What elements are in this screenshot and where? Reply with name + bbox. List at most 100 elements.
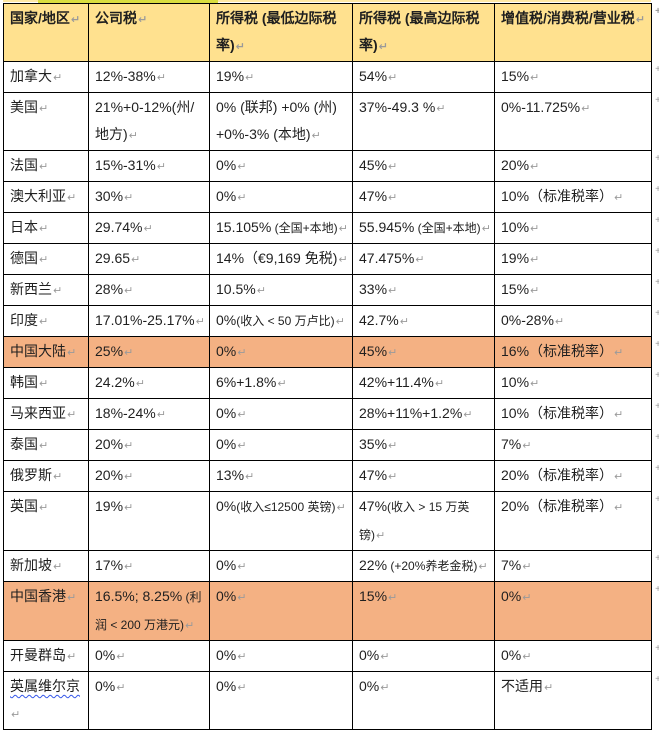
cell-corp-tax[interactable]: 17%↵ xyxy=(88,550,210,582)
cell-corp-tax[interactable]: 25%↵ xyxy=(88,336,210,368)
cell-corp-tax[interactable]: 30%↵ xyxy=(88,181,210,213)
cell-country[interactable]: 新西兰↵ xyxy=(3,274,89,306)
cell-country[interactable]: 开曼群岛↵ xyxy=(3,640,89,672)
cell-country[interactable]: 印度↵ xyxy=(3,305,89,337)
cell-income-max[interactable]: 54%↵ xyxy=(352,61,495,93)
cell-country[interactable]: 德国↵ xyxy=(3,243,89,275)
cell-income-min[interactable]: 15.105% (全国+本地)↵ xyxy=(209,212,353,244)
cell-vat[interactable]: 7%↵ + xyxy=(494,550,659,582)
cell-vat[interactable]: 10%（标准税率）↵ + xyxy=(494,181,659,213)
column-header-income-min[interactable]: 所得税 (最低边际税率)↵ xyxy=(209,3,353,62)
cell-income-min[interactable]: 0%↵ xyxy=(209,429,353,461)
cell-vat[interactable]: 0%↵ + xyxy=(494,640,659,672)
cell-corp-tax[interactable]: 28%↵ xyxy=(88,274,210,306)
cell-income-min[interactable]: 0%(收入 < 50 万卢比)↵ xyxy=(209,305,353,337)
cell-vat[interactable]: 15%↵ + xyxy=(494,274,659,306)
end-of-row-marker-icon: + xyxy=(655,674,659,685)
cell-income-max[interactable]: 47%↵ xyxy=(352,460,495,492)
cell-country[interactable]: 中国大陆↵ xyxy=(3,336,89,368)
cell-income-min[interactable]: 0%↵ xyxy=(209,398,353,430)
cell-income-max[interactable]: 42%+11.4%↵ xyxy=(352,367,495,399)
cell-corp-tax[interactable]: 15%-31%↵ xyxy=(88,150,210,182)
cell-income-min[interactable]: 0%↵ xyxy=(209,150,353,182)
cell-corp-tax[interactable]: 21%+0-12%(州/地方)↵ xyxy=(88,92,210,151)
cell-income-max[interactable]: 42.7%↵ xyxy=(352,305,495,337)
cell-income-min[interactable]: 0%↵ xyxy=(209,181,353,213)
cell-vat[interactable]: 0%-11.725%↵ + xyxy=(494,92,659,151)
cell-corp-tax[interactable]: 17.01%-25.17%↵ xyxy=(88,305,210,337)
cell-vat[interactable]: 10%（标准税率）↵ + xyxy=(494,398,659,430)
cell-corp-tax[interactable]: 16.5%; 8.25% (利润 < 200 万港元)↵ xyxy=(88,581,210,641)
cell-income-max[interactable]: 47%(收入 > 15 万英镑)↵ xyxy=(352,491,495,551)
cell-income-max[interactable]: 47.475%↵ xyxy=(352,243,495,275)
cell-income-max[interactable]: 45%↵ xyxy=(352,150,495,182)
cell-income-max[interactable]: 45%↵ xyxy=(352,336,495,368)
cell-income-max[interactable]: 28%+11%+1.2%↵ xyxy=(352,398,495,430)
cell-income-max[interactable]: 35%↵ xyxy=(352,429,495,461)
cell-corp-tax[interactable]: 20%↵ xyxy=(88,429,210,461)
cell-vat[interactable]: 0%↵ + xyxy=(494,581,659,641)
cell-country[interactable]: 泰国↵ xyxy=(3,429,89,461)
cell-country[interactable]: 法国↵ xyxy=(3,150,89,182)
cell-country[interactable]: 加拿大↵ xyxy=(3,61,89,93)
cell-vat[interactable]: 15%↵ + xyxy=(494,61,659,93)
cell-vat[interactable]: 20%（标准税率）↵ + xyxy=(494,460,659,492)
cell-country[interactable]: 澳大利亚↵ xyxy=(3,181,89,213)
cell-income-max[interactable]: 22% (+20%养老金税)↵ xyxy=(352,550,495,582)
cell-country[interactable]: 中国香港↵ xyxy=(3,581,89,641)
cell-income-min[interactable]: 0% (联邦) +0% (州) +0%-3% (本地)↵ xyxy=(209,92,353,151)
cell-income-max[interactable]: 55.945% (全国+本地)↵ xyxy=(352,212,495,244)
cell-income-max[interactable]: 37%-49.3 %↵ xyxy=(352,92,495,151)
cell-vat[interactable]: 20%（标准税率）↵ + xyxy=(494,491,659,551)
cell-income-max[interactable]: 47%↵ xyxy=(352,181,495,213)
cell-income-min[interactable]: 0%↵ xyxy=(209,336,353,368)
cell-income-min[interactable]: 10.5%↵ xyxy=(209,274,353,306)
pilcrow-icon: ↵ xyxy=(522,592,532,604)
cell-corp-tax[interactable]: 29.65↵ xyxy=(88,243,210,275)
column-header-income-max[interactable]: 所得税 (最高边际税率)↵ xyxy=(352,3,495,62)
cell-country[interactable]: 俄罗斯↵ xyxy=(3,460,89,492)
cell-corp-tax[interactable]: 29.74%↵ xyxy=(88,212,210,244)
cell-income-min[interactable]: 0%↵ xyxy=(209,671,353,730)
cell-vat[interactable]: 0%-28%↵ + xyxy=(494,305,659,337)
cell-income-max[interactable]: 33%↵ xyxy=(352,274,495,306)
cell-vat[interactable]: 10%↵ + xyxy=(494,367,659,399)
cell-corp-tax[interactable]: 12%-38%↵ xyxy=(88,61,210,93)
cell-vat[interactable]: 不适用↵ + xyxy=(494,671,659,730)
column-header-vat[interactable]: 增值税/消费税/营业税↵ + xyxy=(494,3,659,62)
cell-income-min[interactable]: 0%↵ xyxy=(209,581,353,641)
cell-vat[interactable]: 10%↵ + xyxy=(494,212,659,244)
cell-income-min[interactable]: 6%+1.8%↵ xyxy=(209,367,353,399)
cell-country[interactable]: 韩国↵ xyxy=(3,367,89,399)
cell-country[interactable]: 马来西亚↵ xyxy=(3,398,89,430)
cell-vat[interactable]: 20%↵ + xyxy=(494,150,659,182)
column-header-corp-tax[interactable]: 公司税↵ xyxy=(88,3,210,62)
cell-income-min[interactable]: 19%↵ xyxy=(209,61,353,93)
end-of-row-marker-icon: + xyxy=(655,494,659,505)
cell-income-min[interactable]: 13%↵ xyxy=(209,460,353,492)
pilcrow-icon: ↵ xyxy=(245,72,255,84)
cell-vat[interactable]: 7%↵ + xyxy=(494,429,659,461)
cell-income-min[interactable]: 0%↵ xyxy=(209,640,353,672)
cell-country[interactable]: 日本↵ xyxy=(3,212,89,244)
cell-vat[interactable]: 19%↵ + xyxy=(494,243,659,275)
cell-corp-tax[interactable]: 20%↵ xyxy=(88,460,210,492)
cell-country[interactable]: 英属维尔京 ↵ xyxy=(3,671,89,730)
cell-income-min[interactable]: 0%(收入≤12500 英镑)↵ xyxy=(209,491,353,551)
pilcrow-icon: ↵ xyxy=(380,682,390,694)
cell-country[interactable]: 英国↵ xyxy=(3,491,89,551)
cell-corp-tax[interactable]: 24.2%↵ xyxy=(88,367,210,399)
cell-income-min[interactable]: 0%↵ xyxy=(209,550,353,582)
cell-income-max[interactable]: 0%↵ xyxy=(352,640,495,672)
cell-vat[interactable]: 16%（标准税率）↵ + xyxy=(494,336,659,368)
cell-corp-tax[interactable]: 19%↵ xyxy=(88,491,210,551)
cell-country[interactable]: 美国↵ xyxy=(3,92,89,151)
cell-corp-tax[interactable]: 0%↵ xyxy=(88,640,210,672)
column-header-region[interactable]: 国家/地区↵ xyxy=(3,3,89,62)
cell-income-min[interactable]: 14%（€9,169 免税)↵ xyxy=(209,243,353,275)
cell-income-max[interactable]: 15%↵ xyxy=(352,581,495,641)
cell-country[interactable]: 新加坡↵ xyxy=(3,550,89,582)
cell-corp-tax[interactable]: 0%↵ xyxy=(88,671,210,730)
cell-corp-tax[interactable]: 18%-24%↵ xyxy=(88,398,210,430)
cell-income-max[interactable]: 0%↵ xyxy=(352,671,495,730)
